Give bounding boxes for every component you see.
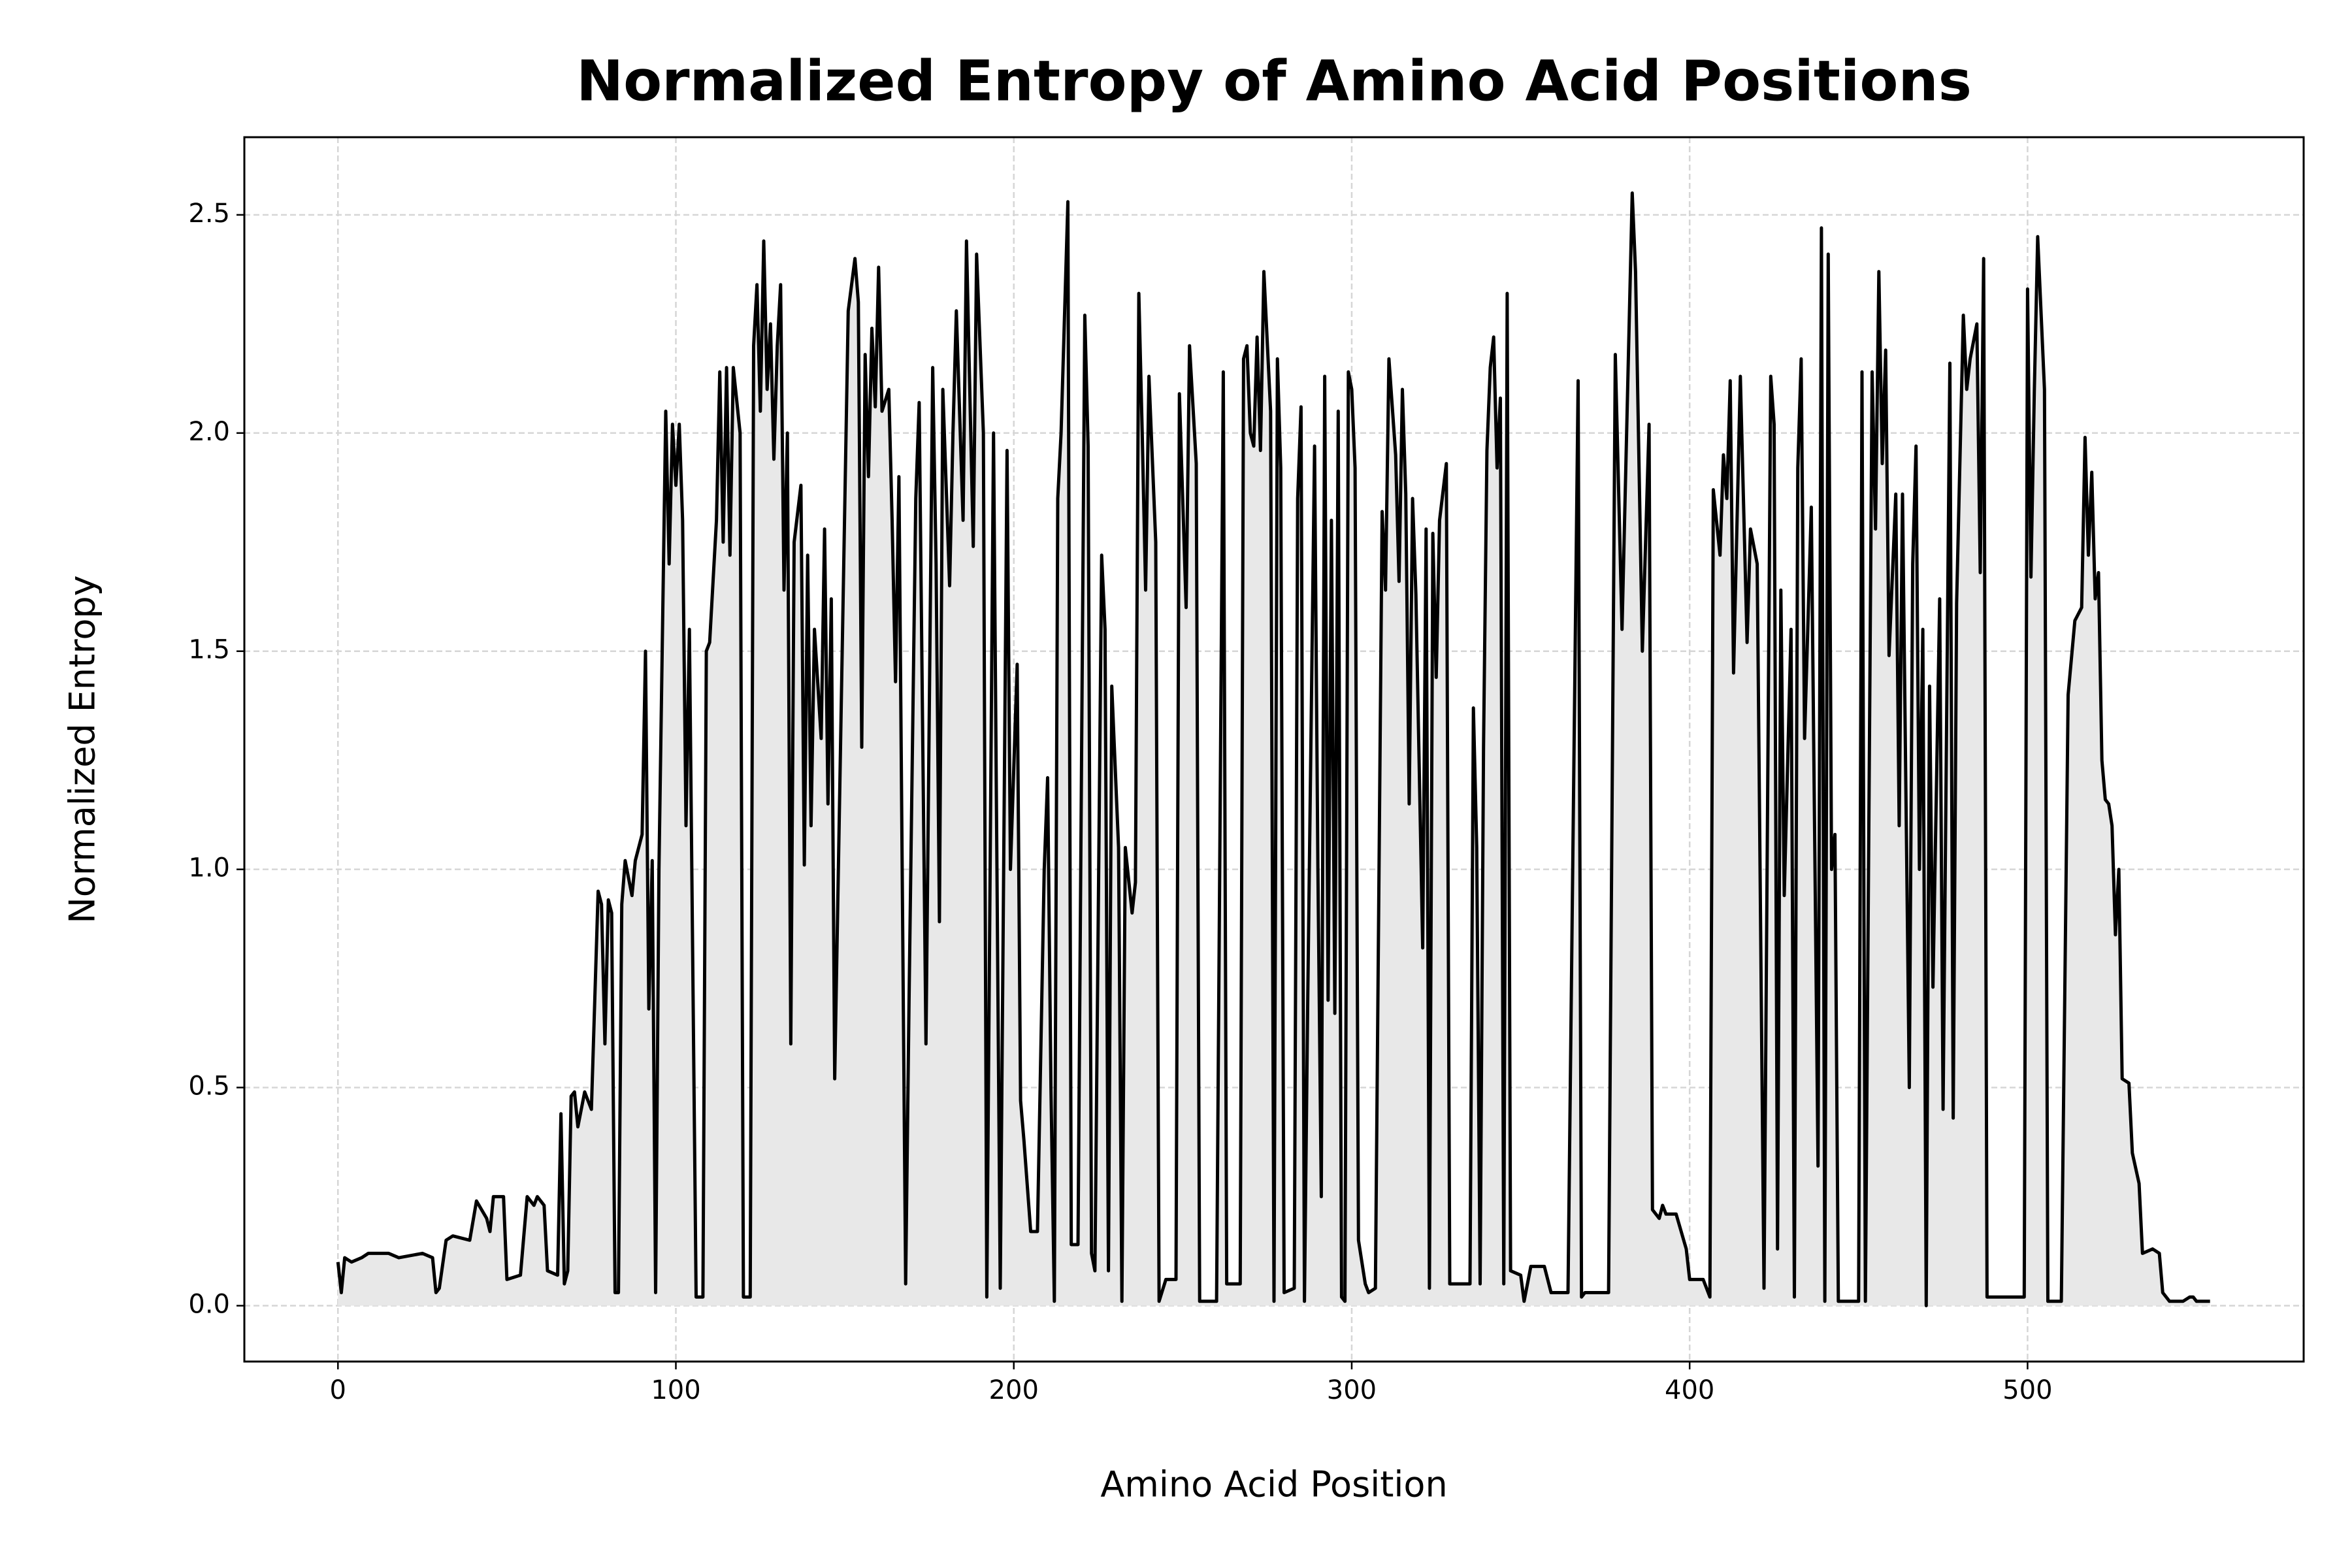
- line: [336, 191, 2210, 1307]
- x-axis-label: Amino Acid Position: [1100, 1464, 1447, 1505]
- plot-frame: [243, 136, 2305, 1363]
- y-tick-label: 1.0: [188, 853, 230, 883]
- x-tick-label: 0: [330, 1375, 346, 1405]
- x-tick-label: 400: [1665, 1375, 1714, 1405]
- y-tick-label: 2.5: [188, 199, 230, 229]
- y-tick-label: 0.0: [188, 1290, 230, 1320]
- x-tick-label: 100: [651, 1375, 700, 1405]
- x-tick-label: 200: [989, 1375, 1039, 1405]
- y-axis-label: Normalized Entropy: [62, 575, 103, 923]
- y-tick-label: 2.0: [188, 417, 230, 447]
- x-tick-label: 500: [2002, 1375, 2052, 1405]
- y-tick-label: 1.5: [188, 635, 230, 665]
- x-tick-label: 300: [1327, 1375, 1377, 1405]
- y-tick-label: 0.5: [188, 1071, 230, 1102]
- chart-title: Normalized Entropy of Amino Acid Positio…: [576, 48, 1972, 114]
